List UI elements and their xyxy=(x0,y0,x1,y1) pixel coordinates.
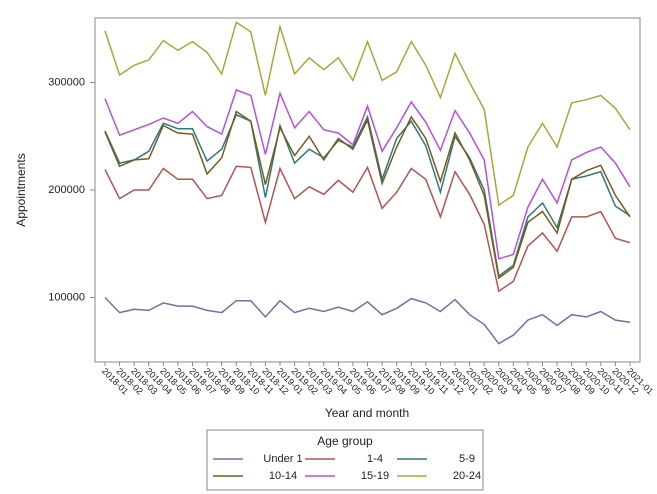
legend-label: Under 1 xyxy=(263,453,302,465)
series-line xyxy=(104,110,631,280)
legend-label: 20-24 xyxy=(453,470,481,482)
plot-frame xyxy=(94,17,641,363)
legend-label: 1-4 xyxy=(367,453,383,465)
series-line xyxy=(104,165,631,293)
series-line xyxy=(104,113,631,278)
y-tick-label: 200000 xyxy=(48,184,85,196)
series-line xyxy=(104,89,631,260)
x-axis-label: Year and month xyxy=(325,406,409,420)
legend-label: 10-14 xyxy=(269,470,297,482)
y-tick-label: 300000 xyxy=(48,76,85,88)
legend-label: 15-19 xyxy=(361,470,389,482)
series-line xyxy=(104,296,631,345)
legend-title: Age group xyxy=(317,434,373,448)
legend-label: 5-9 xyxy=(459,453,475,465)
y-tick-label: 100000 xyxy=(48,291,85,303)
y-axis-label: Appointments xyxy=(14,153,28,226)
legend-box xyxy=(206,429,484,491)
series-line xyxy=(104,21,631,207)
